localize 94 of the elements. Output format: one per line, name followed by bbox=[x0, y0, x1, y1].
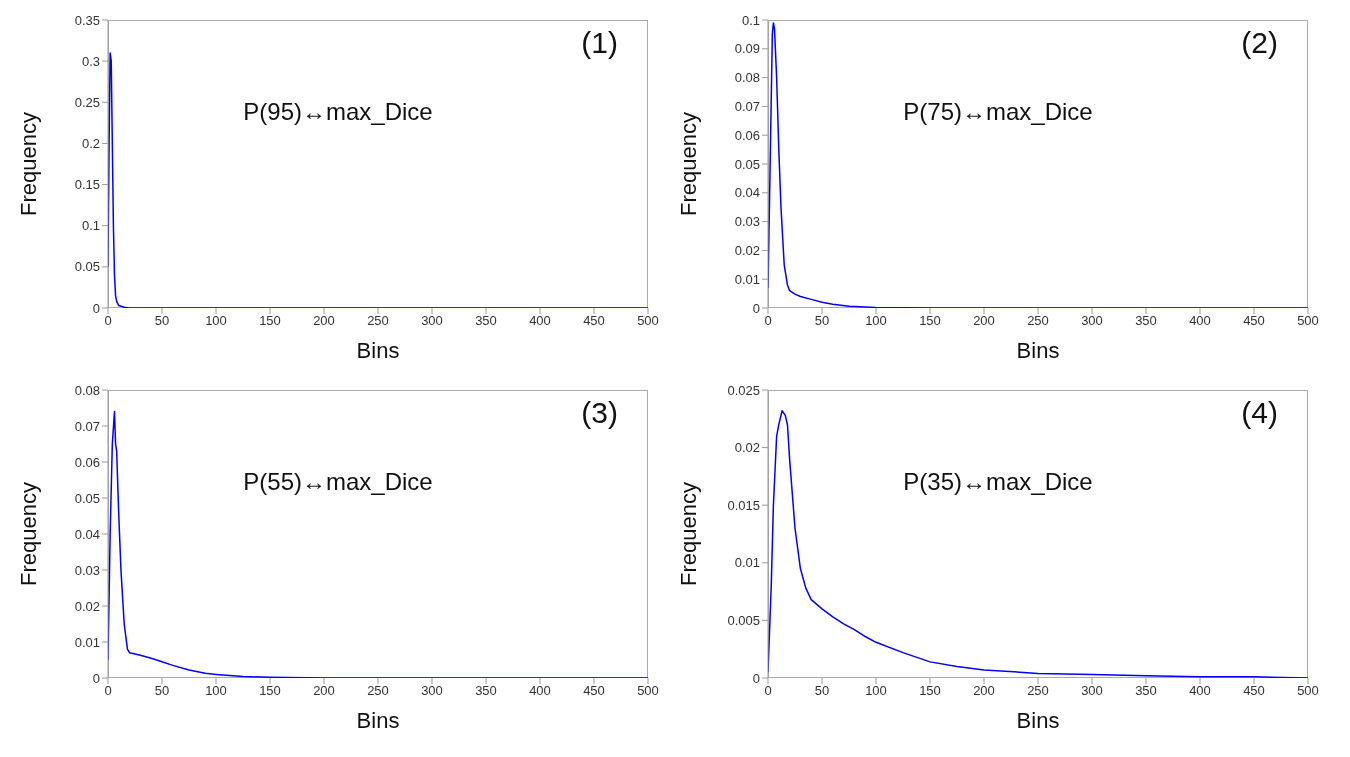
annotation: (4) bbox=[1241, 396, 1278, 430]
y-tick-label: 0.02 bbox=[734, 440, 760, 456]
y-tick-label: 0.01 bbox=[74, 634, 100, 650]
y-tick-label: 0.03 bbox=[734, 214, 760, 230]
x-tick-label: 100 bbox=[205, 683, 227, 699]
y-tick-label: 0.08 bbox=[74, 382, 100, 398]
x-tick-label: 300 bbox=[1081, 313, 1103, 329]
x-tick-label: 150 bbox=[919, 313, 941, 329]
y-tick-label: 0.07 bbox=[74, 418, 100, 434]
y-axis-title: Frequency bbox=[675, 112, 701, 216]
x-tick-label: 450 bbox=[583, 313, 605, 329]
x-tick-label: 200 bbox=[973, 683, 995, 699]
y-tick-label: 0.03 bbox=[74, 562, 100, 578]
x-tick-label: 150 bbox=[259, 313, 281, 329]
x-tick-label: 150 bbox=[259, 683, 281, 699]
x-tick-label: 350 bbox=[1135, 313, 1157, 329]
x-tick-label: 350 bbox=[475, 683, 497, 699]
x-tick-label: 200 bbox=[313, 683, 335, 699]
x-tick-label: 450 bbox=[583, 683, 605, 699]
x-tick-label: 150 bbox=[919, 683, 941, 699]
y-tick-label: 0 bbox=[92, 670, 100, 686]
annotation: P(35)↔max_Dice bbox=[903, 468, 1093, 495]
x-tick-label: 0 bbox=[764, 313, 772, 329]
x-tick-label: 50 bbox=[814, 683, 830, 699]
y-tick-label: 0.06 bbox=[734, 127, 760, 143]
y-tick-label: 0.05 bbox=[734, 156, 760, 172]
y-axis-title: Frequency bbox=[15, 112, 41, 216]
y-tick-label: 0.02 bbox=[734, 243, 760, 259]
y-tick-label: 0.005 bbox=[727, 613, 760, 629]
y-tick-label: 0.09 bbox=[734, 41, 760, 57]
y-tick-label: 0.07 bbox=[734, 99, 760, 115]
y-tick-label: 0.2 bbox=[81, 136, 100, 152]
annotation: (2) bbox=[1241, 26, 1278, 60]
x-tick-label: 300 bbox=[1081, 683, 1103, 699]
x-tick-label: 50 bbox=[154, 313, 170, 329]
x-tick-label: 250 bbox=[367, 313, 389, 329]
y-tick-label: 0.06 bbox=[74, 454, 100, 470]
x-tick-label: 200 bbox=[973, 313, 995, 329]
y-tick-label: 0 bbox=[752, 300, 760, 316]
x-tick-label: 400 bbox=[529, 683, 551, 699]
x-tick-label: 400 bbox=[529, 313, 551, 329]
y-tick-label: 0.35 bbox=[74, 12, 100, 28]
x-tick-label: 50 bbox=[154, 683, 170, 699]
y-tick-label: 0.01 bbox=[734, 271, 760, 287]
y-tick-label: 0.02 bbox=[74, 598, 100, 614]
annotation: P(75)↔max_Dice bbox=[903, 98, 1093, 125]
x-tick-label: 100 bbox=[865, 313, 887, 329]
annotation: (1) bbox=[581, 26, 618, 60]
y-tick-label: 0.05 bbox=[74, 259, 100, 275]
x-tick-label: 500 bbox=[637, 313, 659, 329]
x-tick-label: 500 bbox=[1297, 313, 1319, 329]
y-tick-label: 0.01 bbox=[734, 555, 760, 571]
y-tick-label: 0.05 bbox=[74, 490, 100, 506]
y-tick-label: 0.04 bbox=[734, 185, 760, 201]
x-tick-label: 350 bbox=[1135, 683, 1157, 699]
annotation: P(95)↔max_Dice bbox=[243, 98, 433, 125]
x-tick-label: 100 bbox=[205, 313, 227, 329]
y-tick-label: 0.1 bbox=[741, 12, 760, 28]
x-tick-label: 50 bbox=[814, 313, 830, 329]
y-tick-label: 0.25 bbox=[74, 94, 100, 110]
x-tick-label: 450 bbox=[1243, 313, 1265, 329]
x-tick-label: 250 bbox=[1027, 683, 1049, 699]
x-tick-label: 400 bbox=[1189, 313, 1211, 329]
x-tick-label: 300 bbox=[421, 683, 443, 699]
y-tick-label: 0.04 bbox=[74, 526, 100, 542]
annotation: P(55)↔max_Dice bbox=[243, 468, 433, 495]
x-tick-label: 250 bbox=[1027, 313, 1049, 329]
x-tick-label: 500 bbox=[1297, 683, 1319, 699]
y-tick-label: 0 bbox=[752, 670, 760, 686]
x-axis-title: Bins bbox=[356, 708, 400, 733]
x-tick-label: 200 bbox=[313, 313, 335, 329]
x-axis-title: Bins bbox=[1016, 338, 1060, 363]
x-axis-title: Bins bbox=[1016, 708, 1060, 733]
x-tick-label: 300 bbox=[421, 313, 443, 329]
y-tick-label: 0.025 bbox=[727, 382, 760, 398]
x-tick-label: 100 bbox=[865, 683, 887, 699]
y-tick-label: 0.08 bbox=[734, 70, 760, 86]
x-tick-label: 400 bbox=[1189, 683, 1211, 699]
y-tick-label: 0 bbox=[92, 300, 100, 316]
x-tick-label: 250 bbox=[367, 683, 389, 699]
x-tick-label: 0 bbox=[764, 683, 772, 699]
x-axis-title: Bins bbox=[356, 338, 400, 363]
y-axis-title: Frequency bbox=[15, 482, 41, 586]
x-tick-label: 0 bbox=[104, 313, 112, 329]
y-tick-label: 0.1 bbox=[81, 218, 100, 234]
annotation: (3) bbox=[581, 396, 618, 430]
x-tick-label: 0 bbox=[104, 683, 112, 699]
x-tick-label: 350 bbox=[475, 313, 497, 329]
y-tick-label: 0.3 bbox=[81, 53, 100, 69]
x-tick-label: 450 bbox=[1243, 683, 1265, 699]
x-tick-label: 500 bbox=[637, 683, 659, 699]
y-tick-label: 0.015 bbox=[727, 497, 760, 513]
y-tick-label: 0.15 bbox=[74, 177, 100, 193]
y-axis-title: Frequency bbox=[675, 482, 701, 586]
